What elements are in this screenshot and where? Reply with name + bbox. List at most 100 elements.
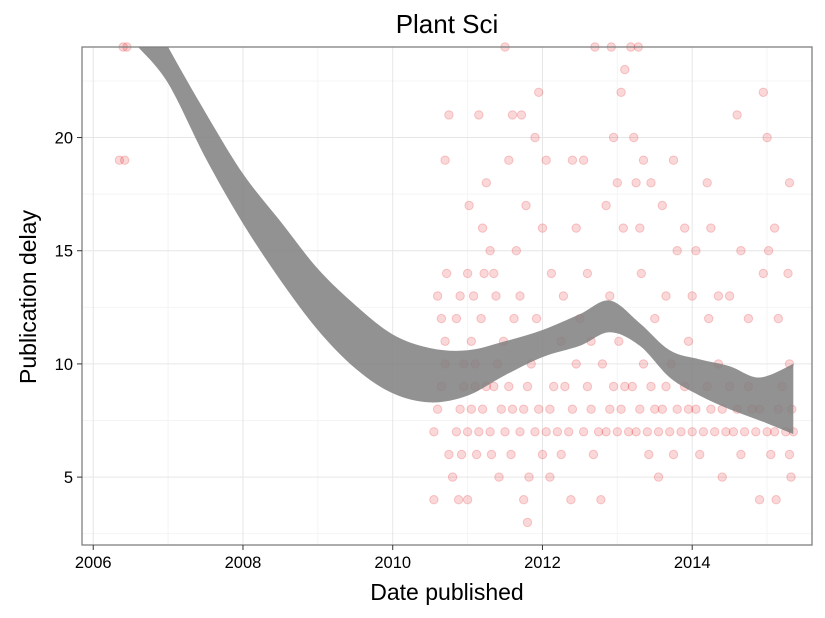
scatter-point	[773, 313, 783, 324]
y-axis-title: Publication delay	[15, 210, 41, 384]
panel-border	[81, 46, 813, 546]
scatter-point	[702, 178, 712, 188]
scatter-point	[636, 268, 646, 279]
scatter-point	[507, 404, 518, 414]
scatter-point	[721, 427, 731, 437]
scatter-point	[474, 427, 484, 437]
scatter-point	[462, 427, 473, 437]
scatter-point	[515, 427, 525, 437]
scatter-point	[661, 291, 671, 301]
scatter-point	[582, 268, 593, 279]
scatter-point	[706, 404, 716, 414]
scatter-point	[597, 359, 608, 369]
scatter-point	[680, 223, 690, 233]
scatter-point	[509, 313, 519, 324]
scatter-point	[519, 495, 529, 505]
scatter-point	[766, 449, 776, 460]
scatter-point	[485, 246, 495, 256]
scatter-point	[612, 427, 622, 437]
scatter-point	[754, 495, 765, 505]
scatter-point	[504, 381, 514, 392]
scatter-point	[687, 427, 697, 437]
scatter-point	[530, 427, 540, 437]
scatter-point	[743, 313, 754, 324]
y-tick-label: 15	[55, 243, 73, 261]
scatter-point	[616, 87, 626, 98]
scatter-point	[451, 427, 462, 437]
scatter-point	[455, 404, 465, 414]
scatter-point	[549, 381, 559, 392]
scatter-point	[114, 155, 125, 165]
scatter-point	[769, 427, 780, 437]
scatter-point	[683, 336, 694, 346]
scatter-point	[489, 381, 499, 392]
scatter-point	[601, 200, 611, 211]
scatter-point	[758, 268, 768, 279]
scatter-point	[477, 223, 488, 233]
scatter-point	[534, 87, 544, 98]
scatter-point	[477, 404, 488, 414]
scatter-point	[631, 178, 641, 188]
scatter-point	[676, 427, 686, 437]
scatter-point	[724, 291, 735, 301]
x-axis-title: Date published	[370, 579, 523, 605]
scatter-point	[447, 472, 458, 482]
scatter-point	[614, 336, 624, 346]
scatter-point	[537, 223, 548, 233]
scatter-point	[653, 472, 664, 482]
scatter-point	[627, 381, 637, 392]
scatter-point	[601, 427, 611, 437]
scatter-point	[762, 427, 772, 437]
scatter-point	[728, 427, 739, 437]
scatter-point	[691, 246, 701, 256]
scatter-point	[631, 427, 641, 437]
scatter-point	[468, 291, 479, 301]
scatter-point	[522, 381, 533, 392]
scatter-point	[665, 427, 675, 437]
x-tick-label: 2006	[75, 554, 112, 572]
scatter-point	[623, 427, 634, 437]
scatter-point	[564, 427, 574, 437]
scatter-point	[522, 517, 533, 528]
scatter-point	[429, 495, 439, 505]
scatter-point	[638, 359, 649, 369]
scatter-point	[646, 381, 656, 392]
scatter-point	[531, 313, 542, 324]
scatter-point	[783, 268, 793, 279]
confidence-band-area	[138, 47, 794, 435]
scatter-point	[616, 404, 626, 414]
scatter-point	[530, 132, 540, 143]
scatter-point	[466, 336, 476, 346]
scatter-point	[462, 495, 473, 505]
scatter-point	[672, 246, 682, 256]
x-tick-label: 2010	[374, 554, 411, 572]
y-tick-label: 20	[55, 130, 73, 148]
scatter-point	[769, 223, 780, 233]
scatter-point	[436, 313, 447, 324]
scatter-point	[784, 449, 795, 460]
scatter-point	[545, 472, 555, 482]
scatter-point	[560, 381, 570, 392]
scatter-point	[668, 155, 679, 165]
scatter-point	[706, 223, 716, 233]
scatter-point	[635, 223, 645, 233]
scatter-point	[566, 495, 576, 505]
scatter-point	[432, 291, 443, 301]
scatter-point	[524, 472, 534, 482]
scatter-point	[496, 404, 506, 414]
scatter-point	[441, 268, 452, 279]
scatter-point	[491, 291, 501, 301]
scatter-point	[608, 132, 619, 143]
scatter-point	[644, 449, 654, 460]
scatter-point	[534, 404, 544, 414]
scatter-point	[751, 427, 761, 437]
x-tick-label: 2008	[225, 554, 262, 572]
scatter-point	[620, 381, 630, 392]
scatter-point	[462, 268, 473, 279]
scatter-point	[672, 404, 682, 414]
scatter-point	[657, 404, 667, 414]
scatter-point	[444, 110, 454, 120]
scatter-point	[521, 200, 531, 211]
scatter-point	[736, 246, 746, 256]
